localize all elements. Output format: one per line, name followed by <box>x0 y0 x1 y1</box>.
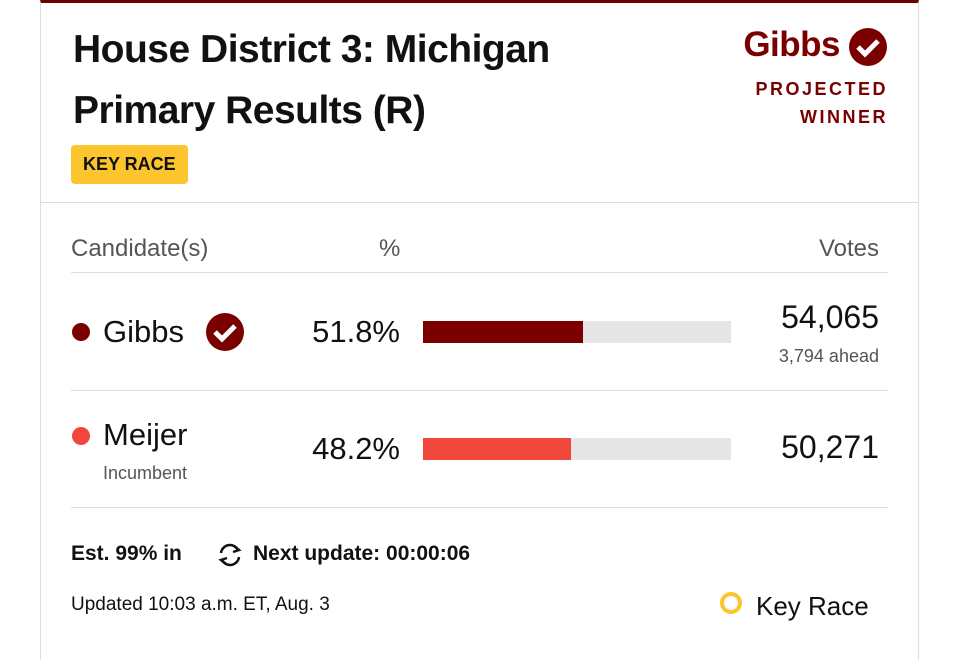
percent: 48.2% <box>312 431 400 466</box>
divider <box>41 202 918 203</box>
winner-label: WINNER <box>800 107 888 127</box>
check-icon <box>849 28 887 66</box>
lead-note: 3,794 ahead <box>778 346 879 366</box>
updated-time: Updated 10:03 a.m. ET, Aug. 3 <box>71 594 330 615</box>
column-header: Candidate(s) <box>71 235 209 262</box>
bar-track <box>423 438 731 460</box>
divider <box>71 507 888 508</box>
bar <box>423 321 583 343</box>
page: House District 3: Michigan Primary Resul… <box>40 0 919 660</box>
candidate-subtitle: Incumbent <box>103 463 188 483</box>
bar <box>423 438 572 460</box>
check-icon <box>206 313 244 351</box>
title: Primary Results (R) <box>73 89 426 132</box>
divider <box>71 272 888 273</box>
results-card: House District 3: Michigan Primary Resul… <box>40 0 919 660</box>
divider <box>71 390 888 391</box>
reporting: Est. 99% in <box>71 542 182 565</box>
legend-icon <box>720 592 742 614</box>
votes: 54,065 <box>781 299 879 335</box>
candidate-name: Meijer <box>103 417 188 452</box>
winner-label: PROJECTED <box>755 79 888 99</box>
candidate-dot <box>72 427 90 445</box>
column-header: % <box>379 235 401 262</box>
candidate-name: Gibbs <box>103 314 184 349</box>
next-update: Next update: 00:00:06 <box>253 542 471 565</box>
legend-label: Key Race <box>756 591 869 621</box>
title: House District 3: Michigan <box>73 28 550 71</box>
bar-track <box>423 321 731 343</box>
refresh-icon <box>218 543 242 567</box>
percent: 51.8% <box>312 314 400 349</box>
votes: 50,271 <box>781 429 879 465</box>
key-race-badge: KEY RACE <box>71 145 188 184</box>
winner-name: Gibbs <box>743 25 840 64</box>
column-header: Votes <box>818 235 879 262</box>
candidate-dot <box>72 323 90 341</box>
